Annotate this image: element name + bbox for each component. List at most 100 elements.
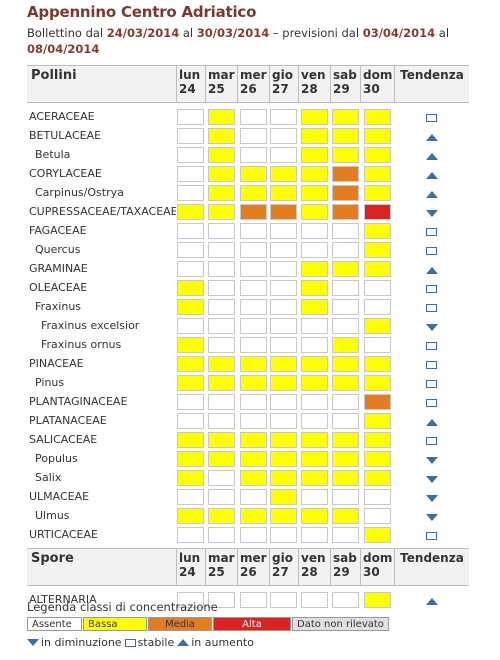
- concentration-box: [331, 279, 359, 296]
- concentration-box: [363, 203, 391, 220]
- legend-class-n: Dato non rilevato: [292, 617, 389, 631]
- legend-class-b: Bassa: [83, 617, 147, 631]
- concentration-cell: [330, 107, 360, 126]
- concentration-cell: [360, 297, 394, 316]
- concentration-box: [270, 146, 297, 163]
- day-header: lun 24: [176, 65, 205, 103]
- concentration-cell: [298, 354, 330, 373]
- table-row: ACERACEAE: [27, 107, 469, 126]
- concentration-cell: [176, 183, 205, 202]
- concentration-cell: [360, 240, 394, 259]
- concentration-cell: [205, 506, 237, 525]
- taxon-name: Salix: [35, 471, 62, 484]
- concentration-cell: [330, 126, 360, 145]
- concentration-box: [207, 317, 235, 334]
- concentration-box: [270, 222, 297, 239]
- concentration-cell: [298, 430, 330, 449]
- day-number: 28: [301, 565, 318, 579]
- table-row: PLATANACEAE: [27, 411, 469, 430]
- trend-down-icon: [27, 639, 39, 646]
- concentration-cell: [330, 449, 360, 468]
- concentration-cell: [360, 411, 394, 430]
- concentration-cell: [330, 373, 360, 392]
- concentration-box: [363, 526, 391, 543]
- table-row: URTICACEAE: [27, 525, 469, 544]
- day-header: dom 30: [360, 65, 394, 103]
- concentration-box: [239, 165, 267, 182]
- legend-trend-up: in aumento: [191, 636, 254, 649]
- trend-cell: [394, 411, 469, 430]
- concentration-box: [331, 450, 359, 467]
- concentration-box: [239, 374, 267, 391]
- day-name: sab: [333, 551, 357, 565]
- concentration-cell: [269, 164, 298, 183]
- legend-title: Legenda classi di concentrazione: [27, 600, 218, 614]
- concentration-cell: [330, 335, 360, 354]
- concentration-cell: [176, 259, 205, 278]
- concentration-cell: [269, 525, 298, 544]
- concentration-box: [270, 488, 297, 505]
- concentration-cell: [360, 506, 394, 525]
- concentration-box: [300, 591, 328, 608]
- concentration-cell: [176, 506, 205, 525]
- concentration-cell: [205, 126, 237, 145]
- table-row: PINACEAE: [27, 354, 469, 373]
- concentration-box: [300, 526, 328, 543]
- concentration-box: [177, 412, 204, 429]
- legend-class-a: Assente: [27, 617, 82, 631]
- concentration-box: [363, 146, 391, 163]
- day-name: sab: [333, 68, 357, 82]
- concentration-box: [363, 591, 391, 608]
- day-name: mer: [240, 551, 267, 565]
- concentration-box: [207, 260, 235, 277]
- table-row: BETULACEAE: [27, 126, 469, 145]
- trend-cell: [394, 221, 469, 240]
- concentration-cell: [330, 506, 360, 525]
- concentration-box: [239, 127, 267, 144]
- concentration-box: [177, 374, 204, 391]
- concentration-box: [239, 336, 267, 353]
- trend-cell: [394, 335, 469, 354]
- concentration-box: [331, 184, 359, 201]
- concentration-cell: [176, 525, 205, 544]
- concentration-cell: [360, 278, 394, 297]
- concentration-box: [239, 393, 267, 410]
- concentration-cell: [360, 525, 394, 544]
- concentration-box: [363, 298, 391, 315]
- trend-stable-icon: [426, 247, 437, 255]
- table-row: GRAMINAE: [27, 259, 469, 278]
- trend-down-icon: [425, 457, 438, 464]
- taxon-name: Populus: [35, 452, 78, 465]
- concentration-box: [207, 507, 235, 524]
- taxon-name: PLANTAGINACEAE: [29, 395, 128, 408]
- concentration-cell: [176, 126, 205, 145]
- concentration-cell: [205, 468, 237, 487]
- forecast-from-date: 03/04/2014: [362, 26, 436, 40]
- concentration-cell: [205, 145, 237, 164]
- spore-title: Spore: [27, 548, 176, 586]
- concentration-box: [331, 108, 359, 125]
- concentration-box: [239, 222, 267, 239]
- concentration-cell: [330, 278, 360, 297]
- concentration-box: [300, 374, 328, 391]
- taxon-name: OLEACEAE: [29, 281, 88, 294]
- taxon-name: Carpinus/Ostrya: [35, 186, 124, 199]
- concentration-box: [363, 165, 391, 182]
- bulletin-from-date: 24/03/2014: [106, 26, 180, 40]
- trend-cell: [394, 297, 469, 316]
- concentration-box: [239, 469, 267, 486]
- concentration-box: [207, 355, 235, 372]
- day-name: ven: [301, 551, 326, 565]
- concentration-box: [331, 469, 359, 486]
- concentration-box: [177, 507, 204, 524]
- concentration-cell: [237, 164, 269, 183]
- concentration-box: [207, 412, 235, 429]
- concentration-cell: [298, 525, 330, 544]
- day-number: 25: [208, 82, 225, 96]
- concentration-cell: [330, 487, 360, 506]
- concentration-cell: [205, 430, 237, 449]
- concentration-box: [270, 279, 297, 296]
- concentration-box: [331, 241, 359, 258]
- bulletin-to-word: al: [182, 26, 194, 40]
- concentration-box: [300, 241, 328, 258]
